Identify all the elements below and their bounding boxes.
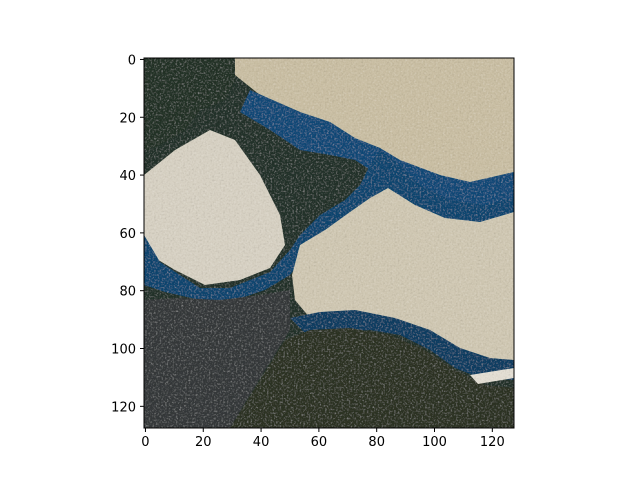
y-tick-label: 60 <box>119 227 136 242</box>
x-tick-label: 120 <box>480 435 505 450</box>
left-water-band <box>144 150 514 300</box>
y-axis: 0 20 40 60 80 100 120 <box>111 53 144 415</box>
x-tick-label: 20 <box>195 435 212 450</box>
lower-water-band <box>290 310 514 380</box>
bottom-forest-region <box>230 328 514 428</box>
upper-water-band <box>240 90 514 212</box>
top-left-dark-region <box>144 58 235 150</box>
y-tick-label: 120 <box>111 400 136 415</box>
y-tick-label: 80 <box>119 285 136 300</box>
y-tick-label: 40 <box>119 169 136 184</box>
bottom-left-forest <box>144 290 290 428</box>
y-tick-label: 20 <box>119 111 136 126</box>
top-sand-region <box>235 58 514 185</box>
bottom-foam-strip <box>470 368 514 384</box>
axes-frame <box>143 57 515 429</box>
y-tick-label: 0 <box>128 53 136 68</box>
x-tick-label: 100 <box>422 435 447 450</box>
x-tick-label: 40 <box>253 435 270 450</box>
x-tick-label: 60 <box>311 435 328 450</box>
left-sand-region <box>144 130 285 285</box>
x-tick-label: 0 <box>141 435 149 450</box>
x-axis: 0 20 40 60 80 100 120 <box>141 428 505 450</box>
aerial-image <box>144 58 514 428</box>
x-tick-label: 80 <box>368 435 385 450</box>
y-tick-label: 100 <box>111 343 136 358</box>
center-sand-region <box>292 188 514 365</box>
